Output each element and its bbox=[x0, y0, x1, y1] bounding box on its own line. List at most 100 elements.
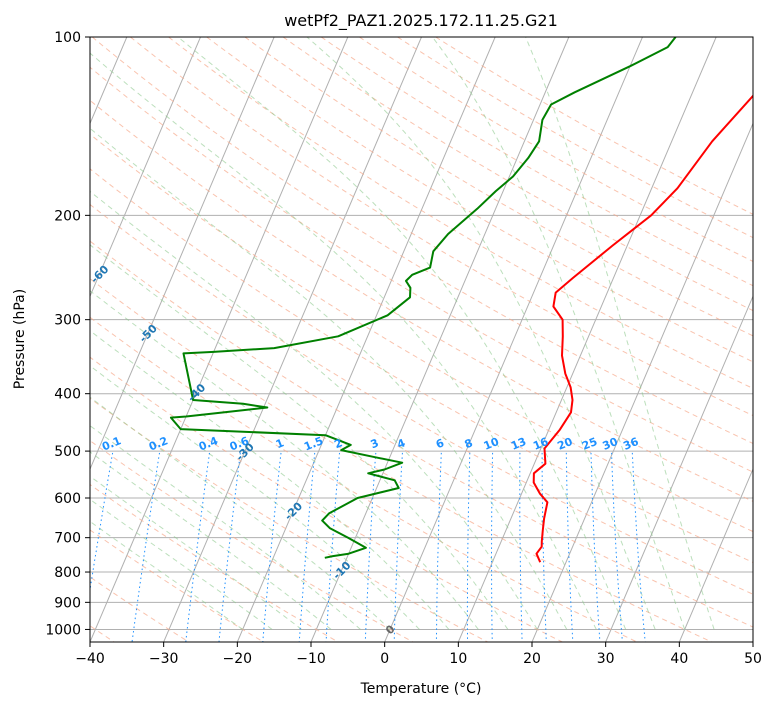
moist-adiabat-line bbox=[90, 425, 361, 630]
y-tick-label: 700 bbox=[54, 531, 81, 547]
y-tick-label: 400 bbox=[54, 387, 81, 403]
moist-adiabat-line bbox=[525, 37, 715, 630]
profile-lines bbox=[169, 37, 753, 563]
mixing-ratio-line bbox=[631, 452, 646, 642]
x-tick-label: −10 bbox=[296, 651, 326, 667]
isotherm-line bbox=[310, 37, 570, 642]
y-tick-label: 900 bbox=[54, 595, 81, 611]
moist-adiabat-line bbox=[90, 365, 420, 630]
isotherm-line bbox=[457, 37, 717, 642]
moist-adiabat-line bbox=[90, 52, 597, 630]
moist-adiabat-line bbox=[90, 498, 273, 630]
mixing-ratio-label: 16 bbox=[531, 435, 550, 453]
mixing-ratio-line bbox=[541, 452, 547, 642]
mixing-ratio-label: 25 bbox=[580, 435, 599, 453]
isotherm-line bbox=[90, 37, 201, 298]
y-tick-label: 100 bbox=[54, 30, 81, 46]
mixing-ratio-label: 13 bbox=[509, 435, 528, 453]
plot-frame bbox=[89, 36, 754, 643]
dry-adiabat-line bbox=[90, 240, 753, 628]
dry-adiabat-line bbox=[91, 37, 753, 445]
x-tick-label: 0 bbox=[380, 651, 389, 667]
dry-adiabat-line bbox=[90, 66, 753, 473]
moist-adiabat-line bbox=[90, 190, 538, 630]
isotherm-line bbox=[236, 37, 496, 642]
y-tick-label: 200 bbox=[54, 208, 81, 224]
y-tick-label: 800 bbox=[54, 565, 81, 581]
mixing-ratio-line bbox=[90, 452, 114, 593]
x-tick-label: 50 bbox=[744, 651, 762, 667]
isotherm-label: -60 bbox=[88, 262, 111, 285]
plot-area: 0.1 0.2 0.4 0.6 1 1.5 2 3 4 6 8 10 13 16 20 25 30 36-60-5… bbox=[88, 37, 753, 642]
x-tick-label: −30 bbox=[149, 651, 179, 667]
moist-adiabat-line bbox=[90, 330, 450, 630]
moist-adiabat-line bbox=[90, 451, 332, 630]
mixing-ratio-line bbox=[218, 452, 241, 642]
y-tick-label: 1000 bbox=[45, 622, 81, 638]
mixing-ratio-line bbox=[611, 452, 623, 642]
y-tick-label: 300 bbox=[54, 313, 81, 329]
x-axis: −40 −30 −20 −10 0 10 20 30 40 50 bbox=[75, 642, 762, 667]
isotherm-line bbox=[531, 122, 753, 642]
isotherm-line bbox=[678, 467, 753, 642]
y-tick-label: 500 bbox=[54, 444, 81, 460]
y-tick-label: 600 bbox=[54, 491, 81, 507]
moist-adiabat-line bbox=[306, 37, 656, 630]
mixing-ratio-label: 30 bbox=[601, 435, 620, 453]
mixing-ratio-label: 36 bbox=[621, 435, 640, 453]
dry-adiabat-line bbox=[90, 529, 264, 642]
dry-adiabat-line bbox=[90, 203, 753, 595]
isotherm-line bbox=[384, 37, 643, 642]
mixing-ratio-line bbox=[466, 452, 471, 642]
x-tick-label: −20 bbox=[223, 651, 253, 667]
mixing-ratio-label: 10 bbox=[482, 435, 501, 453]
mixing-ratio-label: 2 bbox=[332, 436, 344, 451]
dry-adiabat-line bbox=[90, 99, 753, 502]
mixing-ratio-label: 4 bbox=[395, 436, 407, 451]
dry-adiabat-line bbox=[90, 168, 753, 563]
isotherm-line bbox=[163, 37, 422, 642]
moist-adiabat-line bbox=[431, 37, 686, 630]
dry-adiabat-line bbox=[168, 37, 753, 389]
temperature-profile-line bbox=[532, 94, 753, 563]
dry-adiabat-line bbox=[435, 37, 753, 215]
moist-adiabat-line bbox=[90, 475, 302, 630]
dry-adiabat-line bbox=[90, 133, 753, 533]
isotherm-line bbox=[90, 37, 349, 642]
dry-adiabat-line bbox=[90, 316, 638, 642]
mixing-ratio-line bbox=[393, 452, 403, 642]
y-axis: 100 200 300 400 500 600 700 800 900 1000 bbox=[45, 30, 90, 638]
moist-adiabat-line bbox=[90, 520, 243, 630]
isotherm-line bbox=[90, 37, 275, 471]
mixing-ratio-line bbox=[364, 452, 377, 642]
dry-adiabat-line bbox=[359, 37, 753, 262]
mixing-ratio-label: 1 bbox=[274, 436, 286, 451]
line-labels: 0.1 0.2 0.4 0.6 1 1.5 2 3 4 6 8 10 13 16 20 25 30 36-60-5… bbox=[88, 262, 641, 637]
dewpoint-profile-line bbox=[169, 37, 677, 559]
x-tick-label: 40 bbox=[670, 651, 688, 667]
y-axis-label: Pressure (hPa) bbox=[12, 289, 28, 389]
background-lines bbox=[90, 37, 753, 642]
mixing-ratio-line bbox=[519, 452, 523, 642]
mixing-ratio-line bbox=[262, 452, 282, 642]
isotherm-label: -10 bbox=[330, 559, 353, 582]
mixing-ratio-label: 8 bbox=[463, 436, 475, 451]
dry-adiabat-line bbox=[206, 37, 753, 363]
mixing-ratio-line bbox=[435, 452, 442, 642]
moist-adiabat-line bbox=[177, 37, 627, 630]
mixing-ratio-line bbox=[298, 452, 316, 642]
chart-title: wetPf2_PAZ1.2025.172.11.25.G21 bbox=[284, 11, 558, 31]
dry-adiabat-line bbox=[90, 576, 190, 642]
isotherm-line bbox=[605, 295, 753, 642]
x-tick-label: 30 bbox=[597, 651, 615, 667]
mixing-ratio-label: 3 bbox=[369, 436, 381, 451]
mixing-ratio-line bbox=[131, 452, 160, 642]
dry-adiabat-line bbox=[90, 483, 339, 642]
mixing-ratio-line bbox=[590, 452, 601, 642]
mixing-ratio-label: 20 bbox=[555, 435, 574, 453]
mixing-ratio-line bbox=[185, 452, 210, 642]
dry-adiabat-line bbox=[90, 440, 414, 642]
dry-adiabat-line bbox=[282, 37, 753, 312]
mixing-ratio-line bbox=[565, 452, 574, 642]
